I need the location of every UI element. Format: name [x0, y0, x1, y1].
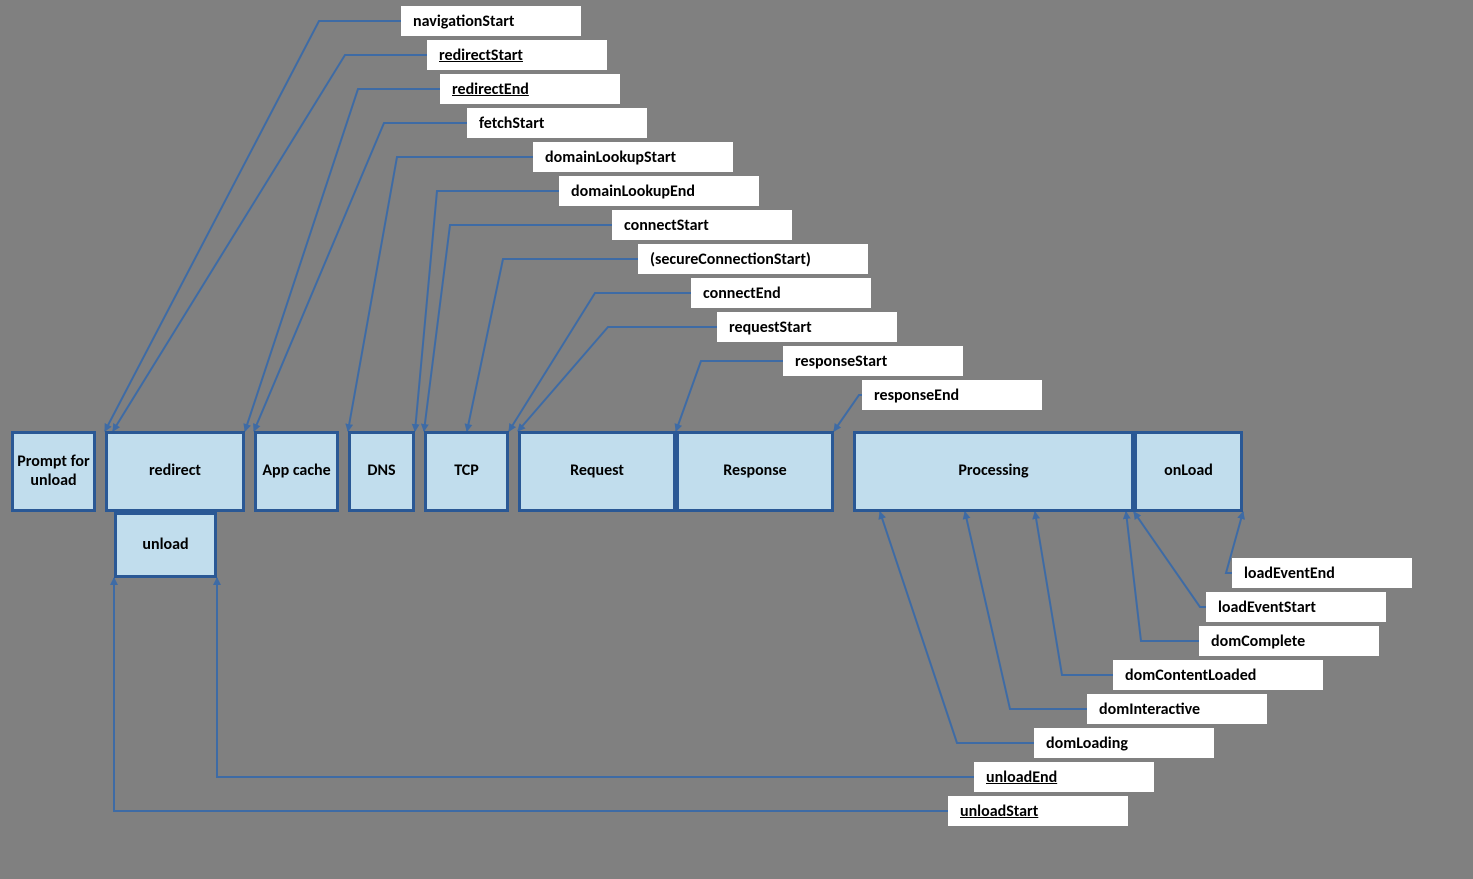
- phase-onload: onLoad: [1134, 431, 1243, 512]
- phase-appcache: App cache: [254, 431, 339, 512]
- connector: [1035, 512, 1113, 675]
- event-label-requestStart: requestStart: [717, 312, 897, 342]
- phase-processing: Processing: [853, 431, 1134, 512]
- event-label-navigationStart: navigationStart: [401, 6, 581, 36]
- connector: [1134, 512, 1206, 607]
- phase-tcp: TCP: [424, 431, 509, 512]
- connector: [114, 578, 948, 811]
- event-label-redirectStart: redirectStart: [427, 40, 607, 70]
- phase-dns: DNS: [348, 431, 415, 512]
- phase-response: Response: [676, 431, 834, 512]
- event-label-domContentLoaded: domContentLoaded: [1113, 660, 1323, 690]
- connector: [518, 327, 717, 431]
- event-label-loadEventStart: loadEventStart: [1206, 592, 1386, 622]
- event-label-domComplete: domComplete: [1199, 626, 1379, 656]
- event-label-connectStart: connectStart: [612, 210, 792, 240]
- event-label-domLoading: domLoading: [1034, 728, 1214, 758]
- event-label-domainLookupEnd: domainLookupEnd: [559, 176, 759, 206]
- connector: [880, 512, 1034, 743]
- event-label-redirectEnd: redirectEnd: [440, 74, 620, 104]
- connector: [1126, 512, 1199, 641]
- connector: [245, 89, 440, 431]
- event-label-secureConnectionStart: (secureConnectionStart): [638, 244, 868, 274]
- phase-request: Request: [518, 431, 676, 512]
- event-label-responseStart: responseStart: [783, 346, 963, 376]
- event-label-unloadEnd: unloadEnd: [974, 762, 1154, 792]
- phase-redirect: redirect: [105, 431, 245, 512]
- connector: [424, 225, 612, 431]
- connector: [676, 361, 783, 431]
- connector: [965, 512, 1087, 709]
- connector: [348, 157, 533, 431]
- event-label-connectEnd: connectEnd: [691, 278, 871, 308]
- event-label-domainLookupStart: domainLookupStart: [533, 142, 733, 172]
- connector: [509, 293, 691, 431]
- connector: [254, 123, 467, 431]
- connector: [217, 578, 974, 777]
- event-label-loadEventEnd: loadEventEnd: [1232, 558, 1412, 588]
- event-label-unloadStart: unloadStart: [948, 796, 1128, 826]
- connector: [834, 395, 862, 431]
- event-label-responseEnd: responseEnd: [862, 380, 1042, 410]
- event-label-fetchStart: fetchStart: [467, 108, 647, 138]
- phase-prompt: Prompt for unload: [11, 431, 96, 512]
- connector: [467, 259, 638, 431]
- connector: [113, 55, 427, 431]
- connector: [105, 21, 401, 431]
- event-label-domInteractive: domInteractive: [1087, 694, 1267, 724]
- phase-unload: unload: [114, 512, 217, 578]
- connector: [415, 191, 559, 431]
